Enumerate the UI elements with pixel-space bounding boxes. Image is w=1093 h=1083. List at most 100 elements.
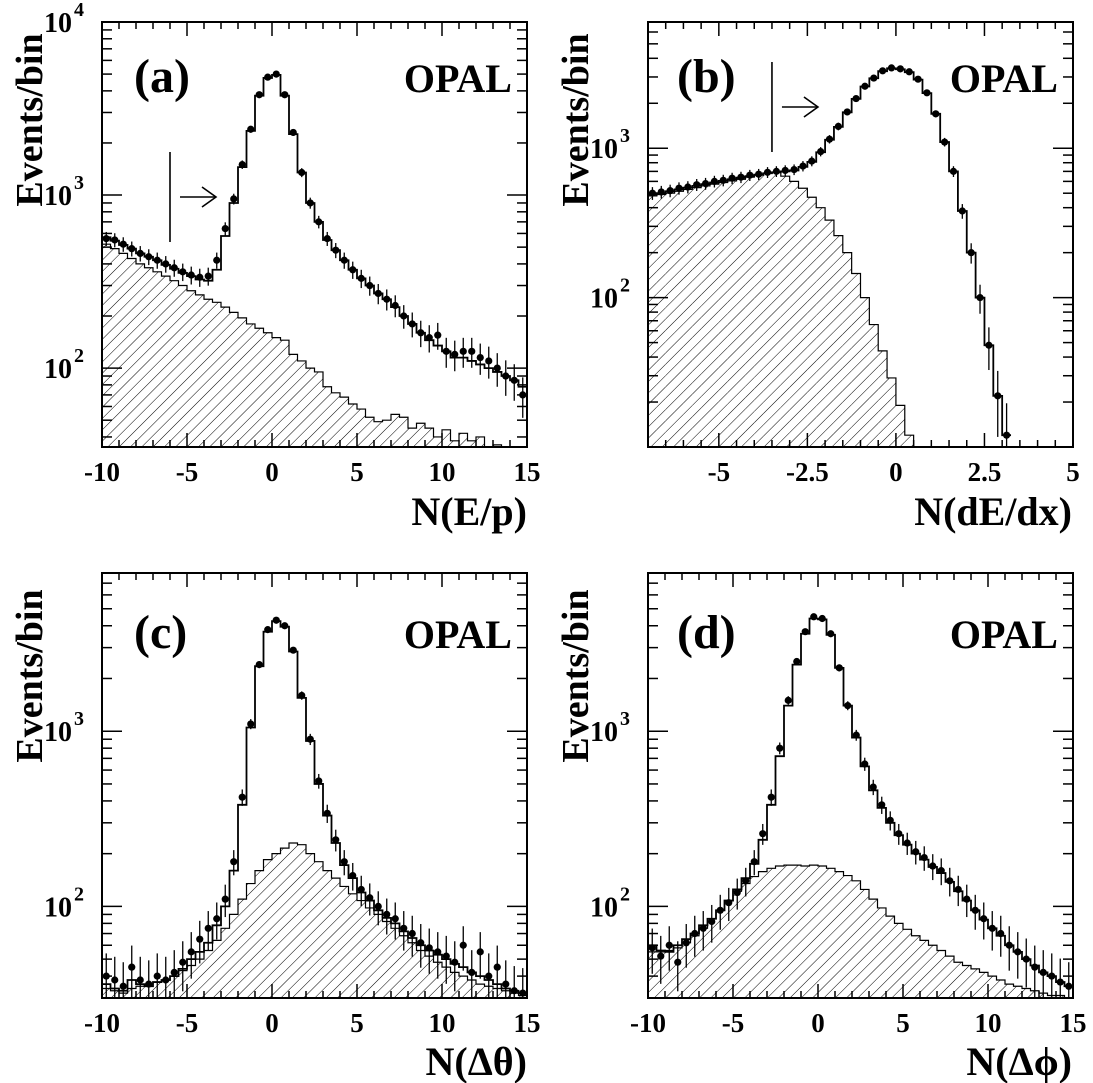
panel-a-data-point [247, 125, 255, 133]
panel-a-background-bin [323, 386, 332, 447]
panel-a-background-bin [195, 294, 204, 447]
panel-b-background-bin [887, 377, 896, 447]
panel-d-background-bin [818, 866, 827, 998]
panel-d-data-point [1065, 982, 1073, 990]
panel-c-data-point [179, 958, 187, 966]
panel-d-background-bin [792, 865, 801, 998]
panel-c-data-point [323, 809, 331, 817]
panel-a-background-bin [280, 340, 289, 447]
panel-c-y-tick-label: 10 [44, 892, 72, 923]
panel-d-background-bin [860, 889, 869, 998]
panel-a-background-bin [255, 328, 264, 447]
panel-a-background-bin [102, 244, 111, 447]
panel-d-background-bin [648, 951, 657, 998]
panel-b-background-bin [878, 350, 888, 447]
panel-d-data-point [1048, 972, 1056, 980]
panel-a-data-point [187, 271, 195, 279]
panel-c-data-point [366, 894, 374, 902]
panel-c-data-point [417, 939, 425, 947]
panel-b-y-axis-label: Events/bin [555, 33, 597, 206]
panel-a-data-point [289, 128, 297, 137]
panel-d-data-point [1031, 963, 1039, 971]
panel-b-data-point [755, 170, 763, 178]
panel-a-data-point [128, 245, 136, 253]
panel-a-x-tick-label: -5 [176, 457, 199, 487]
panel-a-background-bin [374, 421, 383, 447]
panel-d-data-point [1022, 955, 1030, 963]
panel-a-data-point [366, 281, 374, 290]
panel-d-background-bin [801, 866, 810, 998]
panel-d-background-bin [724, 900, 733, 998]
panel-d-data-point [937, 867, 945, 875]
panel-a-background-bin [144, 267, 153, 447]
panel-c-data-point [374, 902, 382, 911]
panel-a-background-bin [459, 433, 468, 447]
panel-c-y-tick-exponent: 2 [74, 883, 84, 905]
panel-a-background-bin [493, 444, 502, 447]
panel-b-background-bin [842, 252, 852, 447]
panel-a-x-tick-label: 5 [350, 457, 364, 487]
panel-c-data-point [510, 987, 518, 995]
panel-c-background-bin [365, 907, 374, 998]
panel-d-background-bin [741, 883, 750, 998]
panel-c-label: (c) [134, 606, 187, 659]
panel-a-data-point [255, 91, 263, 99]
panel-b-data-point [958, 207, 966, 215]
panel-d-background-bin [716, 910, 725, 998]
panel-c-data-point [519, 989, 527, 997]
panel-d-data-point [946, 877, 954, 885]
panel-c-x-tick-label: -10 [84, 1008, 120, 1038]
panel-d-data-point [861, 760, 869, 768]
panel-a-x-tick-label: -10 [84, 457, 120, 487]
panel-d-data-point [869, 783, 877, 791]
panel-c-data-point [162, 976, 170, 984]
panel-b-background-bin [771, 172, 781, 447]
panel-a-opal-label: OPAL [404, 56, 512, 101]
panel-d-background-bin [852, 880, 861, 998]
panel-b-data-point [923, 89, 931, 97]
panel-d-data-point [1039, 968, 1047, 977]
panel-d-data-point [980, 915, 988, 923]
panel-a-data-point [502, 372, 510, 380]
panel-a-background-bin [331, 392, 340, 447]
panel-d-background-bin [894, 923, 903, 998]
panel-b-cut-arrow-head [803, 96, 820, 118]
panel-c-background-bin [195, 959, 204, 998]
panel-c-data-point [255, 661, 263, 669]
panel-c-background-bin [280, 848, 289, 998]
panel-c-y-axis-label: Events/bin [9, 589, 51, 762]
panel-c-background-bin [331, 878, 340, 998]
panel-c-data-point [230, 858, 238, 866]
panel-b-data-point [728, 174, 736, 182]
panel-b-data-point [666, 187, 674, 195]
panel-a-data-point [400, 312, 408, 320]
panel-b-x-tick-label: -5 [708, 457, 731, 487]
panel-b-opal-label: OPAL [950, 56, 1058, 101]
panel-d-data-point [691, 929, 699, 938]
panel-b-data-point [905, 68, 913, 76]
panel-c-background-bin [238, 899, 247, 998]
panel-d-data-point [886, 816, 894, 824]
panel-a-background-bin [467, 440, 476, 447]
panel-c-x-tick-label: 10 [429, 1008, 456, 1038]
panel-d-data-point [844, 702, 852, 710]
panel-c-data-point [400, 924, 408, 932]
panel-c-data-point [170, 968, 178, 977]
panel-d-data-point [895, 830, 903, 838]
panel-d-data-point [716, 906, 724, 914]
panel-c-background-bin [416, 950, 425, 998]
panel-d-data-point [750, 858, 758, 866]
panel-b-data-point [949, 167, 958, 175]
panel-c-y-tick-label: 10 [44, 717, 72, 748]
panel-d-data-point [852, 731, 860, 739]
panel-c-background-bin [187, 965, 196, 998]
panel-d-background-bin [979, 972, 988, 998]
panel-b-background-bin [665, 193, 675, 447]
panel-a-background-bin [289, 354, 298, 447]
panel-d-background-bin [971, 968, 980, 998]
panel-b-background-bin [807, 197, 817, 447]
panel-b-background-bin [904, 435, 914, 447]
panel-a-background-bin [408, 428, 417, 447]
